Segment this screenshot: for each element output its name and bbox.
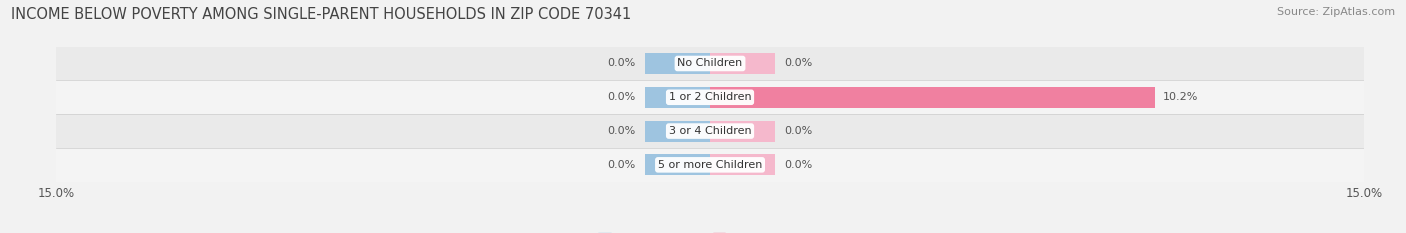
Text: 0.0%: 0.0% xyxy=(607,126,636,136)
Text: 10.2%: 10.2% xyxy=(1163,92,1199,102)
Text: 1 or 2 Children: 1 or 2 Children xyxy=(669,92,751,102)
Text: 0.0%: 0.0% xyxy=(785,160,813,170)
Bar xyxy=(710,154,776,175)
Bar xyxy=(710,87,1154,108)
Text: Source: ZipAtlas.com: Source: ZipAtlas.com xyxy=(1277,7,1395,17)
Bar xyxy=(710,53,776,74)
Bar xyxy=(710,121,776,141)
Text: 3 or 4 Children: 3 or 4 Children xyxy=(669,126,751,136)
Bar xyxy=(56,47,1364,80)
Text: 0.0%: 0.0% xyxy=(785,126,813,136)
Text: 0.0%: 0.0% xyxy=(785,58,813,69)
Text: INCOME BELOW POVERTY AMONG SINGLE-PARENT HOUSEHOLDS IN ZIP CODE 70341: INCOME BELOW POVERTY AMONG SINGLE-PARENT… xyxy=(11,7,631,22)
Bar xyxy=(644,121,710,141)
Bar xyxy=(644,154,710,175)
Text: 0.0%: 0.0% xyxy=(607,58,636,69)
Bar xyxy=(644,53,710,74)
Text: 0.0%: 0.0% xyxy=(607,92,636,102)
Text: 0.0%: 0.0% xyxy=(607,160,636,170)
Bar xyxy=(56,148,1364,182)
Text: No Children: No Children xyxy=(678,58,742,69)
Bar xyxy=(644,87,710,108)
Bar xyxy=(56,114,1364,148)
Bar xyxy=(56,80,1364,114)
Text: 5 or more Children: 5 or more Children xyxy=(658,160,762,170)
